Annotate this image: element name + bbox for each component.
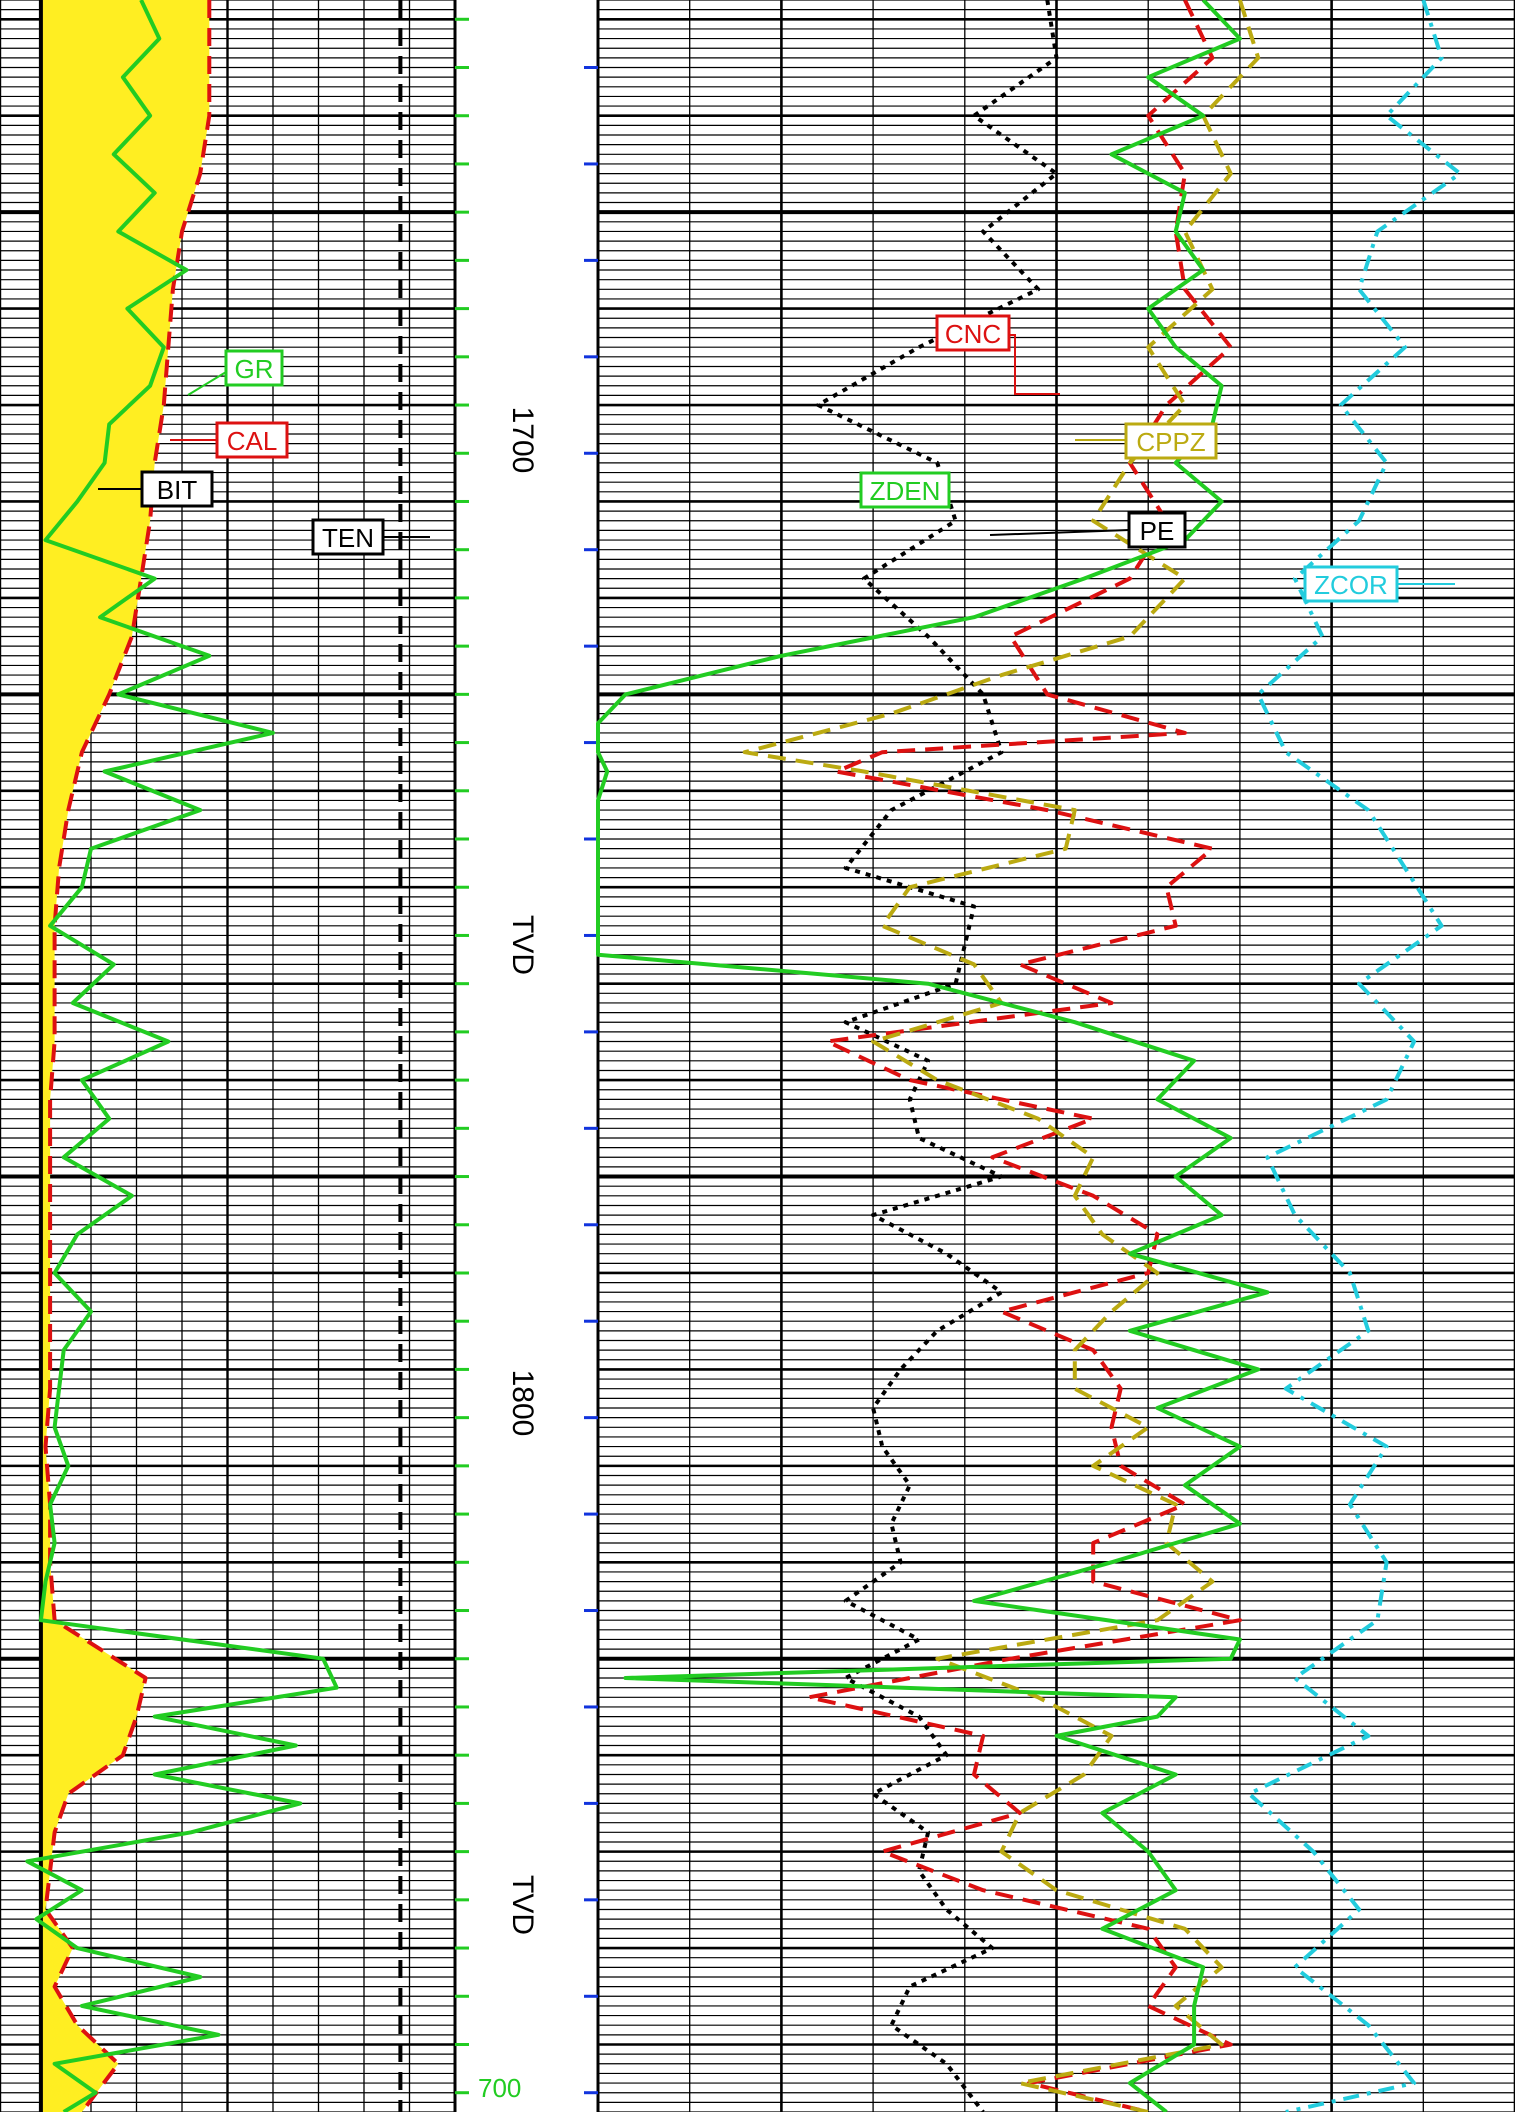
depth-label-tvd-2: TVD [506,1875,539,1935]
curve-gr [25,0,339,2112]
depth-label-1800: 1800 [506,1370,539,1437]
svg-text:BIT: BIT [157,475,198,505]
svg-text:CNC: CNC [945,319,1001,349]
curve-cppz [742,0,1261,2112]
curve-labels: GR CAL BIT TEN CNC CPPZ ZDEN PE [98,314,1455,603]
svg-text:GR: GR [235,354,274,384]
depth-label-1700: 1700 [506,407,539,474]
label-leaders [98,334,1455,585]
label-pe: PE [1127,511,1187,549]
svg-text:CPPZ: CPPZ [1136,427,1205,457]
curve-pe [816,0,1059,2112]
curves-layer [25,0,1462,2112]
cal-fill-area [40,0,210,2112]
label-cppz: CPPZ [1124,422,1218,460]
depth-marker-700: 700 [478,2073,521,2103]
cal-bit-fill [40,0,210,2112]
label-zcor: ZCOR [1303,565,1399,603]
label-cnc: CNC [935,314,1011,352]
curve-cal [43,0,212,2112]
curve-cnc [806,0,1242,2112]
curve-zden [596,0,1270,2112]
depth-label-tvd-1: TVD [506,915,539,975]
label-zden: ZDEN [859,471,951,509]
svg-text:TEN: TEN [322,523,374,553]
svg-text:CAL: CAL [227,426,278,456]
curve-zcor [1247,0,1462,2112]
depth-track: 1700 TVD 1800 TVD 700 [478,407,539,2103]
svg-text:PE: PE [1140,516,1175,546]
label-bit: BIT [140,470,214,508]
label-cal: CAL [215,421,289,459]
svg-text:ZCOR: ZCOR [1314,570,1388,600]
label-gr: GR [224,349,284,387]
svg-text:ZDEN: ZDEN [870,476,941,506]
label-ten: TEN [311,518,385,556]
